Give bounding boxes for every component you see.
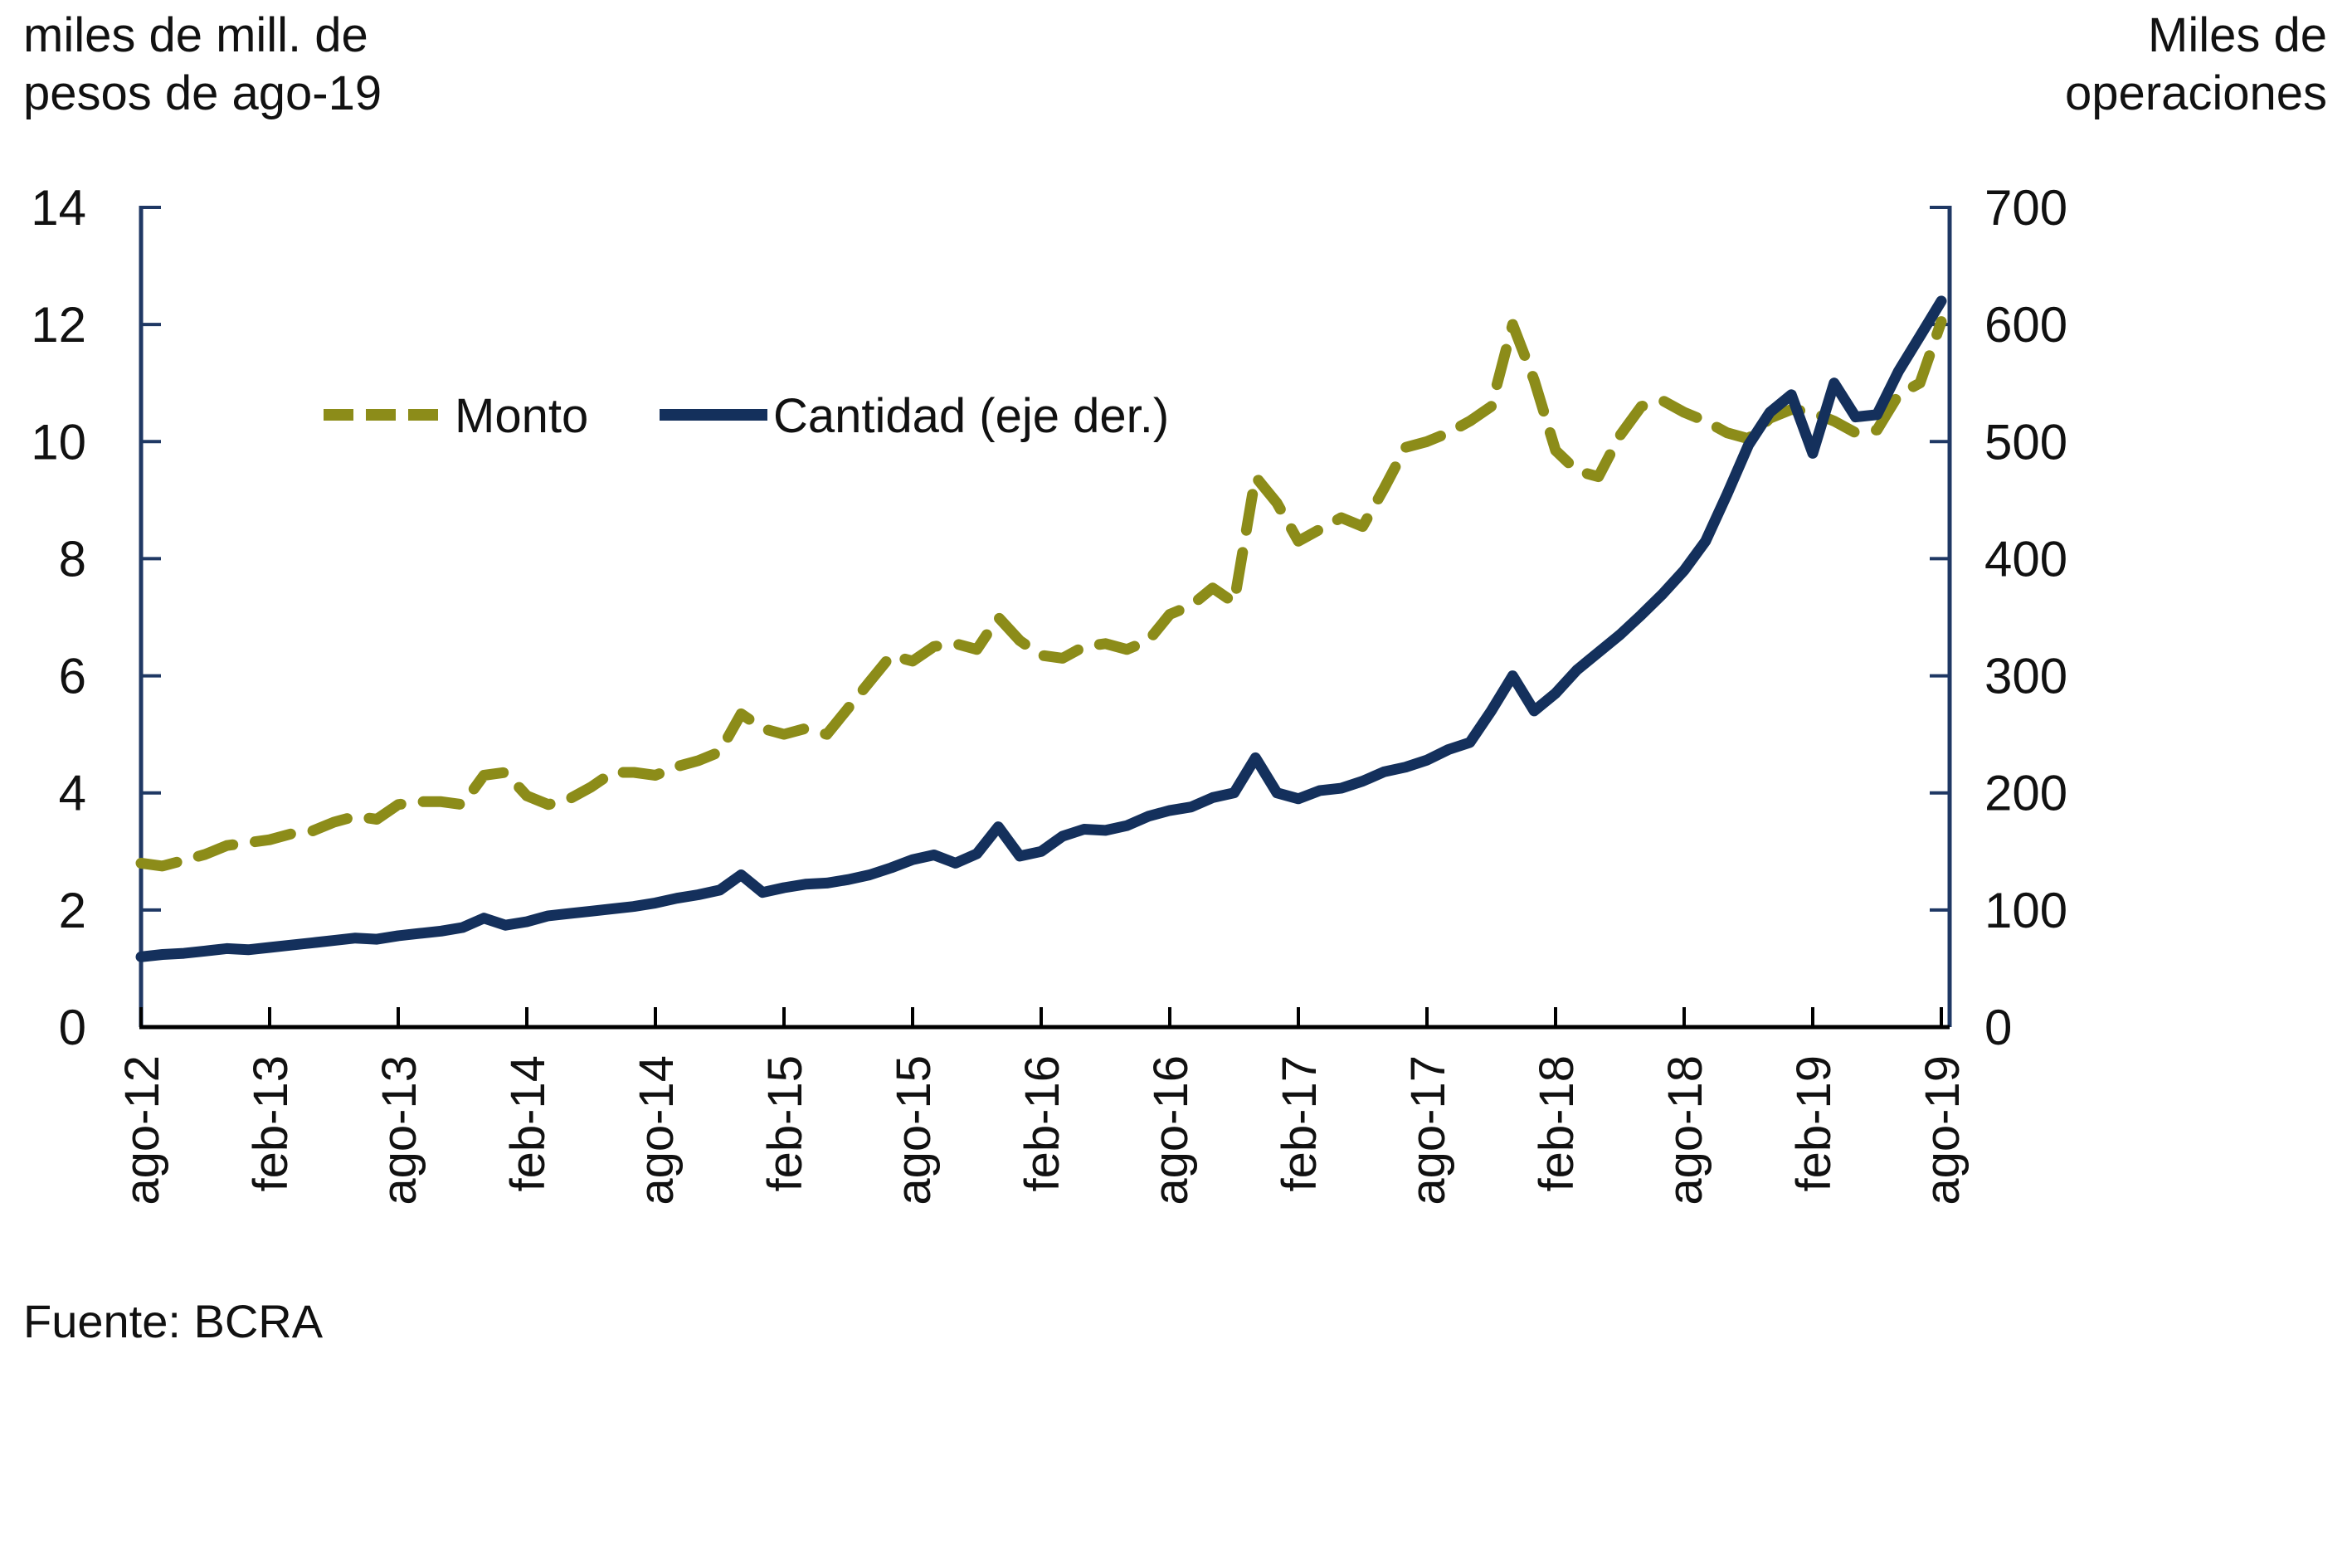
left-axis-tick-label: 0 [59, 1000, 86, 1055]
x-axis-tick-label: feb-13 [244, 1055, 298, 1191]
monto-series-line [135, 316, 1947, 872]
source-note: Fuente: BCRA [23, 1295, 324, 1347]
right-axis-tick-label: 200 [1984, 766, 2067, 821]
x-axis-tick-label: feb-19 [1787, 1055, 1841, 1191]
axes-group: 0 2 4 6 8 10 12 14 0 100 200 300 400 500 600 700 ago-12 f… [31, 180, 2067, 1205]
x-axis-tick-label: ago-18 [1658, 1055, 1712, 1205]
left-axis-tick-label: 10 [31, 414, 86, 470]
x-axis-tick-label: feb-17 [1273, 1055, 1327, 1191]
right-axis-tick-label: 500 [1984, 414, 2067, 470]
x-axis-tick-label: ago-19 [1916, 1055, 1970, 1205]
right-axis-title-line2: operaciones [2065, 66, 2327, 120]
x-axis-tick-label: ago-16 [1144, 1055, 1198, 1205]
x-axis-tick-label: ago-13 [373, 1055, 426, 1205]
right-axis-tick-label: 300 [1984, 649, 2067, 704]
legend-cantidad-label: Cantidad (eje der.) [773, 389, 1169, 443]
x-axis-tick-label: feb-16 [1015, 1055, 1069, 1191]
x-axis-tick-label: ago-12 [115, 1055, 169, 1205]
left-axis-tick-label: 14 [31, 180, 86, 236]
right-axis-tick-label: 700 [1984, 180, 2067, 236]
x-axis-tick-label: feb-15 [758, 1055, 812, 1191]
right-axis-tick-label: 100 [1984, 883, 2067, 938]
legend-monto-label: Monto [455, 389, 588, 443]
x-axis-tick-label: ago-14 [630, 1055, 684, 1205]
x-axis-tick-label: ago-15 [887, 1055, 941, 1205]
left-axis-tick-label: 4 [59, 766, 86, 821]
left-axis-title-line2: pesos de ago-19 [23, 66, 382, 120]
right-axis-tick-label: 0 [1984, 1000, 2012, 1055]
left-axis-tick-label: 12 [31, 297, 86, 353]
legend: Monto Cantidad (eje der.) [324, 389, 1169, 443]
left-axis-tick-label: 2 [59, 883, 86, 938]
x-axis-tick-label: ago-17 [1401, 1055, 1455, 1205]
series-group [135, 295, 1947, 962]
x-axis-tick-label: feb-18 [1530, 1055, 1584, 1191]
x-axis-tick-label: feb-14 [501, 1055, 555, 1191]
cantidad-series-line [135, 295, 1947, 962]
right-axis-tick-label: 400 [1984, 531, 2067, 587]
left-axis-tick-label: 8 [59, 531, 86, 587]
right-axis-title-line1: Miles de [2148, 8, 2327, 62]
left-axis-title-line1: miles de mill. de [23, 8, 368, 62]
right-axis-tick-label: 600 [1984, 297, 2067, 353]
left-axis-tick-label: 6 [59, 649, 86, 704]
